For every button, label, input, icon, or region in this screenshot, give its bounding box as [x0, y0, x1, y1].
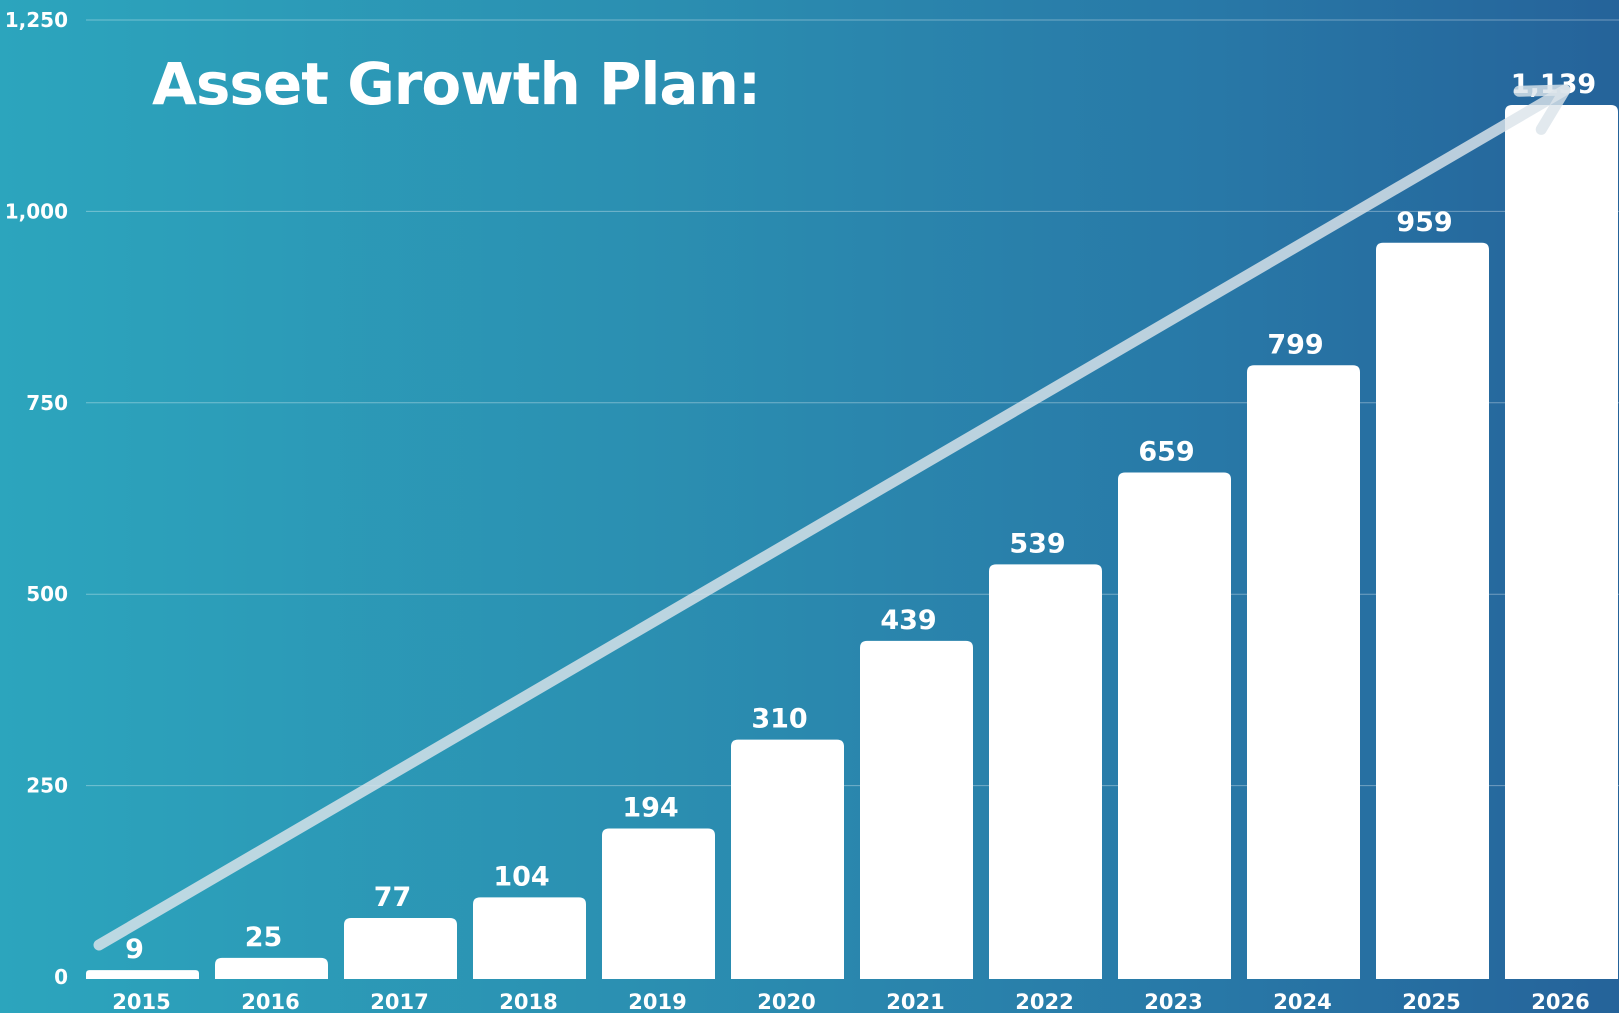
- y-tick-label: 500: [26, 582, 68, 606]
- bar-2024: [1247, 365, 1360, 979]
- y-axis-ticks: 0 250 500 750 1,000 1,250: [5, 8, 68, 989]
- y-tick-label: 750: [26, 391, 68, 415]
- chart-title: Asset Growth Plan:: [152, 50, 760, 118]
- value-label-2018: 104: [493, 861, 549, 892]
- bar-2023: [1118, 472, 1231, 979]
- x-tick-label: 2015: [112, 990, 170, 1013]
- bar-2026: [1505, 104, 1618, 980]
- value-label-2021: 439: [880, 605, 936, 636]
- value-label-2024: 799: [1267, 329, 1323, 360]
- y-tick-label: 1,250: [5, 8, 68, 32]
- x-tick-label: 2024: [1273, 990, 1331, 1013]
- bar-2022: [989, 564, 1102, 979]
- value-label-2017: 77: [374, 882, 412, 913]
- x-tick-label: 2016: [241, 990, 299, 1013]
- bar-2025: [1376, 242, 1489, 979]
- bar-2016: [215, 957, 328, 979]
- y-tick-label: 1,000: [5, 199, 68, 223]
- bars: [86, 104, 1618, 980]
- bar-2021: [860, 640, 973, 979]
- value-label-2025: 959: [1396, 207, 1452, 238]
- x-tick-label: 2023: [1144, 990, 1202, 1013]
- trend-arrow-line: [93, 84, 1571, 951]
- x-axis-ticks: 2015 2016 2017 2018 2019 2020 2021 2022 2023 2024…: [112, 990, 1589, 1013]
- value-label-2019: 194: [622, 792, 678, 823]
- x-tick-label: 2019: [628, 990, 686, 1013]
- bar-2019: [602, 828, 715, 979]
- trend-arrow-head: [1513, 84, 1571, 135]
- value-label-2022: 539: [1009, 528, 1065, 559]
- value-label-2023: 659: [1138, 436, 1194, 467]
- value-label-2020: 310: [751, 704, 807, 735]
- x-tick-label: 2021: [886, 990, 944, 1013]
- y-tick-label: 250: [26, 774, 68, 798]
- value-label-2016: 25: [245, 922, 283, 953]
- x-tick-label: 2017: [370, 990, 428, 1013]
- trend-arrow: [93, 84, 1571, 951]
- x-tick-label: 2020: [757, 990, 815, 1013]
- x-tick-label: 2022: [1015, 990, 1073, 1013]
- x-tick-label: 2025: [1402, 990, 1460, 1013]
- bar-2015: [86, 970, 199, 979]
- value-label-2015: 9: [125, 934, 144, 965]
- bar-2017: [344, 918, 457, 979]
- bar-2020: [731, 739, 844, 979]
- bar-2018: [473, 897, 586, 979]
- x-tick-label: 2026: [1531, 990, 1589, 1013]
- x-tick-label: 2018: [499, 990, 557, 1013]
- y-tick-label: 0: [54, 965, 68, 989]
